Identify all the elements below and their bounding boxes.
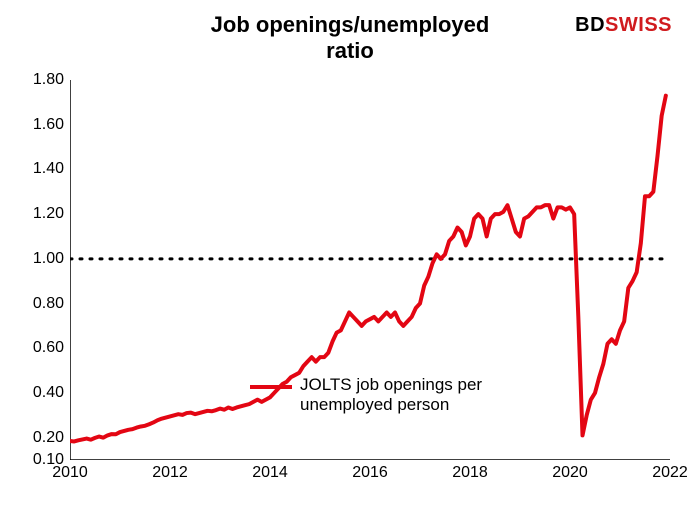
y-tick-label: 0.80 bbox=[33, 295, 64, 313]
logo-swiss: SWISS bbox=[605, 14, 672, 36]
x-tick-label: 2014 bbox=[252, 464, 288, 482]
brand-logo: BDSWISS bbox=[575, 14, 672, 37]
x-tick-label: 2020 bbox=[552, 464, 588, 482]
x-tick-label: 2022 bbox=[652, 464, 688, 482]
x-tick-label: 2018 bbox=[452, 464, 488, 482]
legend-swatch bbox=[250, 385, 292, 389]
legend: JOLTS job openings perunemployed person bbox=[250, 375, 482, 414]
chart-container: Job openings/unemployed ratio BDSWISS 0.… bbox=[0, 0, 700, 509]
x-tick-label: 2010 bbox=[52, 464, 88, 482]
y-tick-label: 1.60 bbox=[33, 116, 64, 134]
logo-bd: BD bbox=[575, 14, 605, 36]
title-line2: ratio bbox=[326, 38, 374, 63]
y-tick-label: 1.40 bbox=[33, 160, 64, 178]
y-tick-label: 1.80 bbox=[33, 71, 64, 89]
x-tick-label: 2016 bbox=[352, 464, 388, 482]
y-tick-label: 1.00 bbox=[33, 250, 64, 268]
y-tick-label: 0.60 bbox=[33, 339, 64, 357]
y-tick-label: 0.40 bbox=[33, 384, 64, 402]
legend-text: JOLTS job openings perunemployed person bbox=[300, 375, 482, 414]
x-tick-label: 2012 bbox=[152, 464, 188, 482]
y-tick-label: 0.20 bbox=[33, 429, 64, 447]
title-line1: Job openings/unemployed bbox=[211, 12, 490, 37]
y-tick-label: 1.20 bbox=[33, 205, 64, 223]
